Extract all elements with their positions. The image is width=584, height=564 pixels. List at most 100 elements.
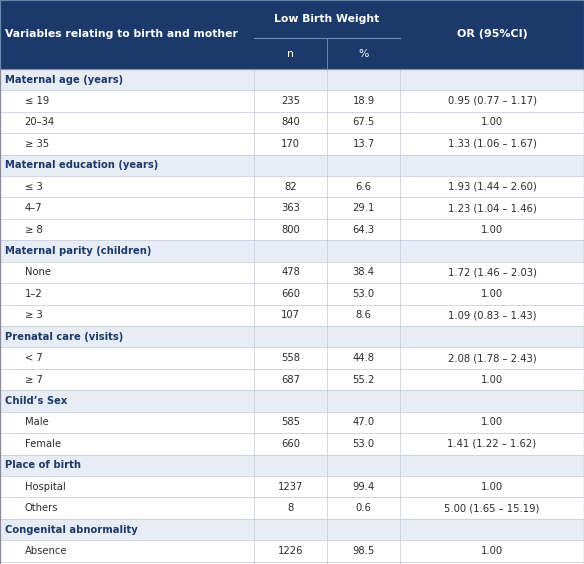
Bar: [0, 283, 584, 305]
Bar: [0, 497, 584, 519]
Text: 1–2: 1–2: [25, 289, 42, 299]
Text: 660: 660: [281, 439, 300, 449]
Text: Place of birth: Place of birth: [5, 460, 81, 470]
Text: 20–34: 20–34: [25, 117, 55, 127]
Text: ≤ 3: ≤ 3: [25, 182, 42, 192]
Bar: [0, 369, 584, 390]
Text: Low Birth Weight: Low Birth Weight: [274, 14, 380, 24]
Text: < 7: < 7: [25, 353, 42, 363]
Text: 4–7: 4–7: [25, 203, 42, 213]
Text: 0.95 (0.77 – 1.17): 0.95 (0.77 – 1.17): [447, 96, 537, 106]
Text: 67.5: 67.5: [352, 117, 375, 127]
Bar: [0, 390, 584, 412]
Text: 8: 8: [287, 503, 294, 513]
Text: 44.8: 44.8: [353, 353, 374, 363]
Text: Male: Male: [25, 417, 48, 428]
Bar: [0, 240, 584, 262]
Text: 1.00: 1.00: [481, 546, 503, 556]
Bar: [0, 262, 584, 283]
Text: Hospital: Hospital: [25, 482, 65, 492]
Text: 558: 558: [281, 353, 300, 363]
Text: Child’s Sex: Child’s Sex: [5, 396, 67, 406]
Text: 1.00: 1.00: [481, 417, 503, 428]
Text: 1.93 (1.44 – 2.60): 1.93 (1.44 – 2.60): [448, 182, 536, 192]
Bar: [0, 0, 584, 38]
Bar: [0, 433, 584, 455]
Bar: [0, 562, 584, 564]
Text: 18.9: 18.9: [352, 96, 375, 106]
Text: 0.6: 0.6: [356, 503, 371, 513]
Text: 29.1: 29.1: [352, 203, 375, 213]
Text: 687: 687: [281, 374, 300, 385]
Text: Maternal age (years): Maternal age (years): [5, 74, 123, 85]
Text: Absence: Absence: [25, 546, 67, 556]
Text: 64.3: 64.3: [353, 224, 374, 235]
Text: 38.4: 38.4: [353, 267, 374, 277]
Text: 99.4: 99.4: [352, 482, 375, 492]
Bar: [0, 69, 584, 90]
Text: 82: 82: [284, 182, 297, 192]
Bar: [0, 347, 584, 369]
Bar: [0, 197, 584, 219]
Text: Female: Female: [25, 439, 61, 449]
Text: None: None: [25, 267, 51, 277]
Text: %: %: [359, 49, 369, 59]
Bar: [0, 133, 584, 155]
Text: 53.0: 53.0: [353, 439, 374, 449]
Text: 8.6: 8.6: [356, 310, 371, 320]
Text: 1.41 (1.22 – 1.62): 1.41 (1.22 – 1.62): [447, 439, 537, 449]
Bar: [0, 90, 584, 112]
Text: 53.0: 53.0: [353, 289, 374, 299]
Text: 1.09 (0.83 – 1.43): 1.09 (0.83 – 1.43): [448, 310, 536, 320]
Text: 840: 840: [281, 117, 300, 127]
Bar: [0, 305, 584, 326]
Text: 170: 170: [281, 139, 300, 149]
Text: 55.2: 55.2: [352, 374, 375, 385]
Text: 1.00: 1.00: [481, 289, 503, 299]
Text: ≥ 3: ≥ 3: [25, 310, 42, 320]
Text: 1.23 (1.04 – 1.46): 1.23 (1.04 – 1.46): [448, 203, 536, 213]
Text: Maternal parity (children): Maternal parity (children): [5, 246, 151, 256]
Text: n: n: [287, 49, 294, 59]
Text: 660: 660: [281, 289, 300, 299]
Text: 5.00 (1.65 – 15.19): 5.00 (1.65 – 15.19): [444, 503, 540, 513]
Text: 1.72 (1.46 – 2.03): 1.72 (1.46 – 2.03): [447, 267, 537, 277]
Text: 478: 478: [281, 267, 300, 277]
Bar: [0, 112, 584, 133]
Text: 1.33 (1.06 – 1.67): 1.33 (1.06 – 1.67): [447, 139, 537, 149]
Text: Congenital abnormality: Congenital abnormality: [5, 525, 137, 535]
Text: 235: 235: [281, 96, 300, 106]
Text: 13.7: 13.7: [352, 139, 375, 149]
Bar: [0, 38, 584, 69]
Text: 1.00: 1.00: [481, 374, 503, 385]
Text: ≥ 7: ≥ 7: [25, 374, 43, 385]
Text: 800: 800: [281, 224, 300, 235]
Text: 2.08 (1.78 – 2.43): 2.08 (1.78 – 2.43): [448, 353, 536, 363]
Bar: [0, 412, 584, 433]
Bar: [0, 455, 584, 476]
Text: Others: Others: [25, 503, 58, 513]
Text: 1237: 1237: [278, 482, 303, 492]
Text: 1.00: 1.00: [481, 117, 503, 127]
Text: 107: 107: [281, 310, 300, 320]
Text: Maternal education (years): Maternal education (years): [5, 160, 158, 170]
Text: Variables relating to birth and mother: Variables relating to birth and mother: [5, 29, 238, 39]
Text: ≥ 35: ≥ 35: [25, 139, 48, 149]
Bar: [0, 476, 584, 497]
Bar: [0, 0, 584, 69]
Text: 1226: 1226: [278, 546, 303, 556]
Text: 1.00: 1.00: [481, 224, 503, 235]
Text: Prenatal care (visits): Prenatal care (visits): [5, 332, 123, 342]
Text: 1.00: 1.00: [481, 482, 503, 492]
Text: 6.6: 6.6: [356, 182, 371, 192]
Bar: [0, 155, 584, 176]
Bar: [0, 519, 584, 540]
Text: 363: 363: [281, 203, 300, 213]
Bar: [0, 219, 584, 240]
Bar: [0, 326, 584, 347]
Text: 98.5: 98.5: [352, 546, 375, 556]
Text: 585: 585: [281, 417, 300, 428]
Text: ≥ 8: ≥ 8: [25, 224, 42, 235]
Text: OR (95%CI): OR (95%CI): [457, 29, 527, 39]
Bar: [0, 176, 584, 197]
